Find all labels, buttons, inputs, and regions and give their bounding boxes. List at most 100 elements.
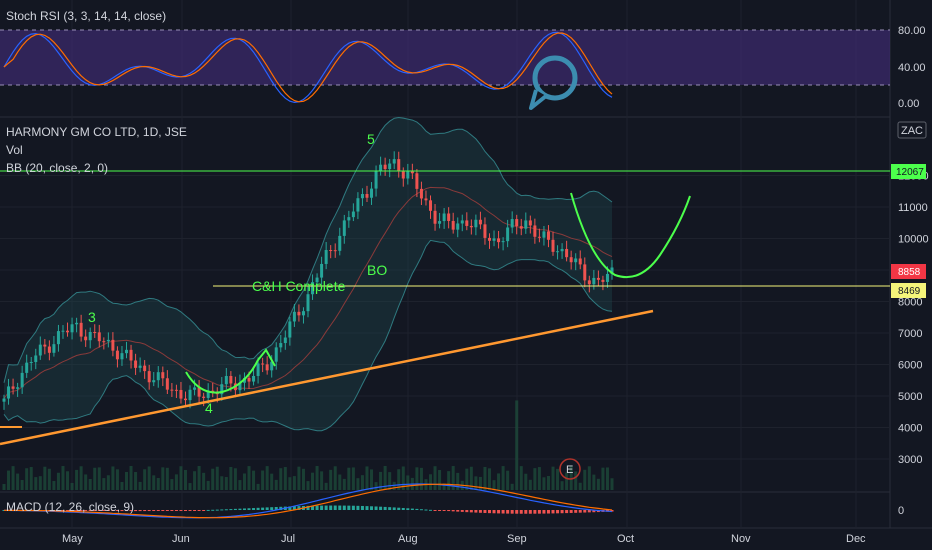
- candle-body: [84, 336, 88, 341]
- volume-bar: [206, 480, 210, 490]
- candle-body: [161, 372, 165, 379]
- volume-bar: [138, 481, 142, 490]
- volume-bar: [79, 466, 83, 490]
- bollinger-band-fill: [4, 117, 612, 431]
- macd-hist-bar: [79, 510, 83, 511]
- currency-label: ZAC: [901, 125, 923, 137]
- volume-bar: [501, 466, 505, 490]
- candle-body: [193, 387, 197, 390]
- candle-body: [2, 398, 6, 402]
- projected-cup-drawing: [570, 192, 691, 279]
- volume-bar: [220, 476, 224, 490]
- volume-bar: [129, 466, 133, 490]
- stoch-rsi-label: Stoch RSI (3, 3, 14, 14, close): [6, 9, 166, 23]
- macd-hist-bar: [587, 510, 591, 513]
- macd-hist-bar: [506, 510, 510, 514]
- candle-body: [351, 211, 355, 218]
- volume-bar: [202, 472, 206, 490]
- volume-bar: [569, 466, 573, 490]
- candle-body: [383, 164, 387, 170]
- candle-body: [224, 376, 228, 385]
- symbol-label: HARMONY GM CO LTD, 1D, JSE: [6, 125, 187, 139]
- macd-hist-bar: [183, 510, 187, 511]
- candle-body: [542, 231, 546, 238]
- candle-body: [578, 258, 582, 265]
- macd-hist-bar: [487, 510, 491, 514]
- macd-hist-bar: [429, 509, 433, 511]
- candle-body: [537, 236, 541, 238]
- earnings-marker[interactable]: E: [559, 458, 581, 480]
- candle-body: [456, 223, 460, 230]
- volume-bar: [233, 468, 237, 490]
- volume-bar: [161, 467, 165, 490]
- volume-bar: [47, 468, 51, 490]
- candle-body: [587, 280, 591, 285]
- volume-bar: [170, 479, 174, 490]
- macd-hist-bar: [288, 506, 292, 510]
- candle-body: [301, 311, 305, 316]
- candle-body: [560, 248, 564, 252]
- volume-bar: [16, 473, 20, 490]
- macd-hist-bar: [433, 510, 437, 511]
- x-tick-label: Nov: [731, 533, 751, 545]
- macd-hist-bar: [383, 506, 387, 510]
- macd-hist-bar: [524, 510, 528, 514]
- volume-bar: [556, 468, 560, 490]
- x-tick-label: May: [62, 533, 83, 545]
- candle-body: [469, 225, 473, 228]
- x-tick-label: Jul: [281, 533, 295, 545]
- macd-hist-bar: [106, 510, 110, 511]
- candle-body: [256, 363, 260, 376]
- volume-bar: [84, 474, 88, 490]
- volume-bar: [279, 468, 283, 490]
- macd-hist-bar: [419, 509, 423, 511]
- candle-body: [66, 330, 70, 333]
- macd-hist-bar: [492, 510, 496, 514]
- volume-bar: [56, 472, 60, 490]
- volume-bar: [306, 481, 310, 490]
- volume-bar: [97, 467, 101, 490]
- candle-body: [75, 322, 79, 325]
- x-tick-label: Aug: [398, 533, 418, 545]
- candle-body: [79, 322, 83, 337]
- candle-body: [279, 343, 283, 348]
- volume-bar: [152, 475, 156, 490]
- candle-body: [29, 362, 33, 364]
- candle-body: [360, 194, 364, 199]
- stoch-rsi-band: [0, 30, 890, 85]
- candle-body: [438, 221, 442, 224]
- price-tick-label: 4000: [898, 423, 922, 435]
- macd-hist-bar: [152, 510, 156, 512]
- candle-body: [56, 331, 60, 345]
- candle-body: [397, 159, 401, 172]
- volume-bar: [565, 472, 569, 490]
- volume-bar: [70, 482, 74, 490]
- macd-hist-bar: [338, 505, 342, 510]
- volume-bar: [274, 479, 278, 490]
- candle-body: [487, 237, 491, 241]
- stoch-rsi-d-line: [3, 32, 613, 103]
- candle-body: [574, 258, 578, 263]
- candle-body: [11, 386, 15, 389]
- macd-hist-bar: [592, 510, 596, 513]
- price-tick-label: 8000: [898, 297, 922, 309]
- candle-body: [524, 220, 528, 229]
- macd-line: [3, 483, 613, 519]
- volume-bar: [193, 471, 197, 490]
- macd-hist-bar: [447, 510, 451, 512]
- volume-bar: [370, 469, 374, 490]
- macd-hist-bar: [569, 510, 573, 513]
- candle-body: [447, 213, 451, 221]
- macd-hist-bar: [356, 505, 360, 510]
- macd-hist-bar: [174, 510, 178, 511]
- macd-hist-bar: [360, 505, 364, 510]
- candle-body: [197, 387, 201, 397]
- candle-body: [288, 321, 292, 338]
- volume-bar: [156, 478, 160, 490]
- volume-bar: [338, 474, 342, 490]
- volume-bar: [433, 466, 437, 490]
- volume-bar: [551, 466, 555, 490]
- volume-bar: [379, 471, 383, 490]
- volume-bar: [288, 477, 292, 490]
- macd-hist-bar: [238, 508, 242, 510]
